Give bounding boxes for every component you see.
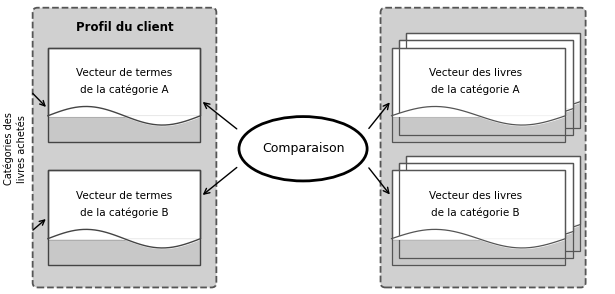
Text: Vecteur des livres
de la catégorie A: Vecteur des livres de la catégorie A bbox=[429, 68, 522, 95]
FancyBboxPatch shape bbox=[406, 34, 580, 102]
FancyBboxPatch shape bbox=[392, 171, 565, 239]
FancyBboxPatch shape bbox=[406, 34, 580, 128]
FancyBboxPatch shape bbox=[392, 171, 565, 265]
FancyBboxPatch shape bbox=[399, 41, 573, 135]
FancyBboxPatch shape bbox=[406, 156, 580, 225]
FancyBboxPatch shape bbox=[392, 48, 565, 142]
FancyBboxPatch shape bbox=[48, 48, 200, 116]
FancyBboxPatch shape bbox=[48, 171, 200, 265]
Text: Vecteur de termes
de la catégorie A: Vecteur de termes de la catégorie A bbox=[76, 68, 172, 95]
Text: Vecteur de termes
de la catégorie B: Vecteur de termes de la catégorie B bbox=[76, 191, 172, 218]
FancyBboxPatch shape bbox=[399, 163, 573, 232]
Text: Vecteur des livres
de la catégorie B: Vecteur des livres de la catégorie B bbox=[429, 191, 522, 218]
Ellipse shape bbox=[239, 116, 367, 181]
Text: Comparaison: Comparaison bbox=[262, 142, 344, 155]
FancyBboxPatch shape bbox=[406, 156, 580, 251]
Text: Profil du client: Profil du client bbox=[76, 21, 173, 34]
FancyBboxPatch shape bbox=[48, 171, 200, 239]
Text: Catégories des
livres achetés: Catégories des livres achetés bbox=[3, 112, 27, 185]
FancyBboxPatch shape bbox=[392, 48, 565, 116]
FancyBboxPatch shape bbox=[33, 8, 216, 288]
FancyBboxPatch shape bbox=[399, 41, 573, 109]
FancyBboxPatch shape bbox=[381, 8, 585, 288]
FancyBboxPatch shape bbox=[48, 48, 200, 142]
FancyBboxPatch shape bbox=[399, 163, 573, 258]
